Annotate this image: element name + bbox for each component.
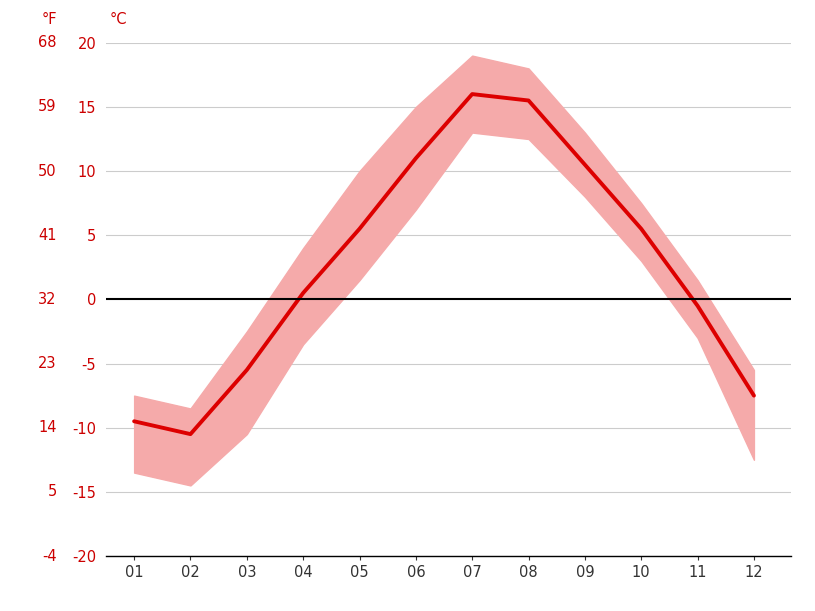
Text: 23: 23 <box>38 356 57 371</box>
Text: 5: 5 <box>47 485 57 499</box>
Text: °F: °F <box>42 12 57 27</box>
Text: 32: 32 <box>38 292 57 307</box>
Text: 59: 59 <box>38 100 57 114</box>
Text: -4: -4 <box>42 549 57 563</box>
Text: 14: 14 <box>38 420 57 435</box>
Text: 41: 41 <box>38 228 57 243</box>
Text: 68: 68 <box>38 35 57 50</box>
Text: 50: 50 <box>38 164 57 178</box>
Text: °C: °C <box>109 12 127 27</box>
